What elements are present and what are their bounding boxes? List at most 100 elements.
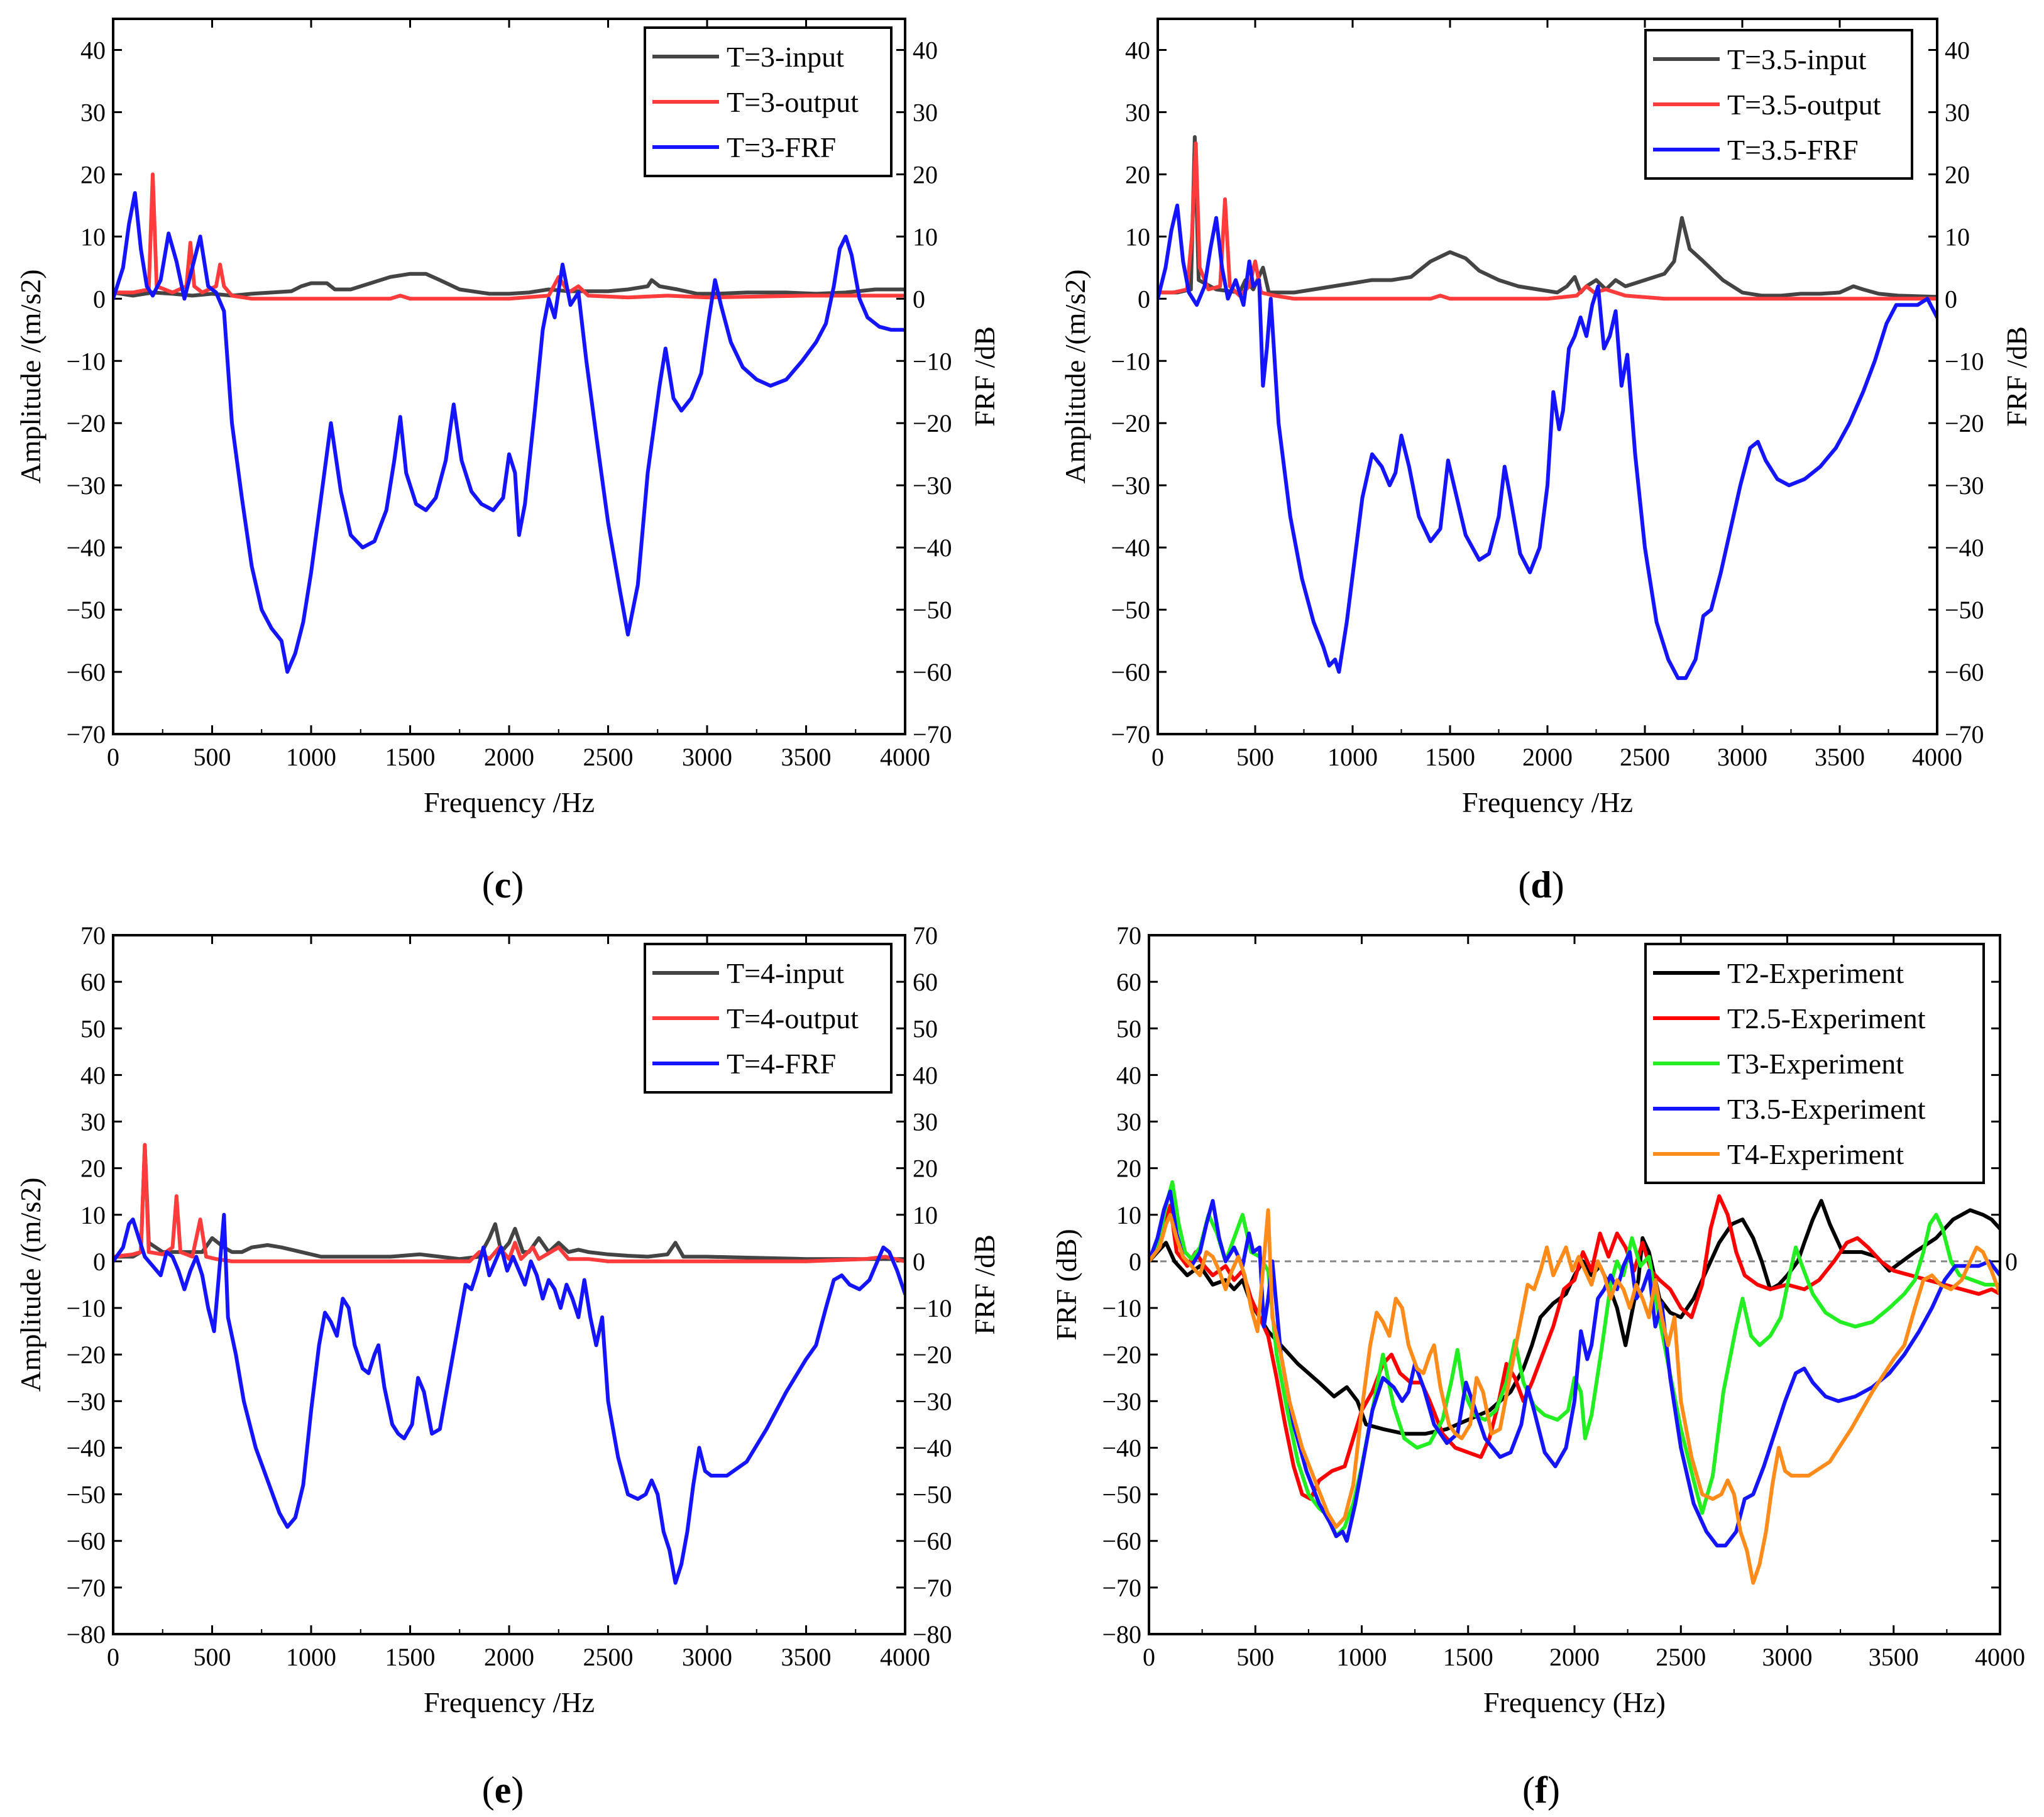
series-line-t-3-5-input <box>1158 135 1937 299</box>
legend-entry: T=4-input <box>727 957 844 989</box>
y2-tick-label: 70 <box>913 921 938 950</box>
y-tick-label: −10 <box>66 1294 106 1322</box>
series-line-t3-5-experiment <box>1149 1189 2000 1548</box>
y2-tick-label: 30 <box>913 1108 938 1136</box>
x-tick-label: 3500 <box>781 743 832 771</box>
x-tick-label: 2500 <box>1620 743 1670 771</box>
series-line-t-4-input <box>113 1143 905 1261</box>
x-tick-label: 1500 <box>1443 1643 1493 1671</box>
series-line-t-4-frf <box>113 1212 905 1585</box>
y-tick-label: 10 <box>80 222 106 251</box>
x-tick-label: 1000 <box>1327 743 1378 771</box>
plot-frame <box>1157 18 1938 735</box>
y2-tick-label: 20 <box>1945 160 1970 189</box>
y2-tick-label: −60 <box>913 1527 952 1556</box>
x-tick-label: 2000 <box>1549 1643 1600 1671</box>
x-tick-label: 2500 <box>1656 1643 1706 1671</box>
y2-axis-label: FRF /dB <box>2001 326 2033 427</box>
legend-entry: T=4-output <box>727 1002 859 1035</box>
y-tick-label: −20 <box>66 1341 106 1369</box>
y-tick-label: −40 <box>1111 534 1150 562</box>
y2-tick-label: −80 <box>913 1620 952 1649</box>
x-tick-label: 2000 <box>1522 743 1573 771</box>
y-tick-label: −40 <box>66 534 106 562</box>
plot-frame <box>112 934 906 1635</box>
y2-tick-label: −20 <box>913 409 952 437</box>
x-tick-label: 1000 <box>1337 1643 1387 1671</box>
y2-tick-label: −40 <box>1945 534 1984 562</box>
plot-frame <box>112 18 906 735</box>
y2-tick-label: 0 <box>913 285 925 313</box>
panel-label: (e) <box>482 1769 524 1811</box>
y2-tick-label: −70 <box>1945 720 1984 749</box>
y-tick-label: −30 <box>1111 471 1150 500</box>
y-tick-label: 20 <box>80 160 106 189</box>
x-tick-label: 2500 <box>583 1643 634 1671</box>
y-tick-label: 30 <box>1116 1108 1141 1136</box>
series-line-t-3-frf <box>113 191 905 674</box>
chart-panel-f: 00 500 1000 1500 2000 2500 3000 3500 4000−80−70−… <box>1050 921 2025 1811</box>
legend-entry: T=4-FRF <box>727 1048 836 1080</box>
y-tick-label: −30 <box>66 471 106 500</box>
y2-tick-label: −20 <box>913 1341 952 1369</box>
y-tick-label: −10 <box>1102 1294 1141 1322</box>
y-axis-label: FRF (dB) <box>1050 1229 1082 1341</box>
y-tick-label: −50 <box>1111 596 1150 624</box>
y2-tick-label: 40 <box>913 36 938 64</box>
y2-tick-label: 10 <box>1945 222 1970 251</box>
y2-tick-label: −30 <box>913 1387 952 1415</box>
y2-tick-label: −50 <box>913 596 952 624</box>
y2-tick-label: 0 <box>913 1248 925 1276</box>
y-tick-label: −20 <box>66 409 106 437</box>
x-tick-label: 0 <box>1143 1643 1155 1671</box>
y-axis-label: Amplitude /(m/s2) <box>14 269 47 483</box>
x-tick-label: 1500 <box>385 743 436 771</box>
legend-entry: T=3-FRF <box>727 131 836 163</box>
y2-tick-label: −50 <box>913 1481 952 1509</box>
y2-tick-label: 30 <box>913 98 938 126</box>
y-tick-label: 50 <box>1116 1014 1141 1043</box>
series-line-t4-experiment <box>1149 1208 2000 1585</box>
y-tick-label: 30 <box>1125 98 1150 126</box>
y-tick-label: −50 <box>1102 1481 1141 1509</box>
y-tick-label: 40 <box>1125 36 1150 64</box>
legend-entry: T=3.5-input <box>1727 43 1867 75</box>
x-tick-label: 3500 <box>1815 743 1865 771</box>
y-tick-label: −10 <box>1111 347 1150 375</box>
legend-entry: T4-Experiment <box>1727 1138 1904 1170</box>
chart-panel-c: 0 500 1000 1500 2000 2500 3000 3500 4000−70−60−5… <box>14 18 1001 906</box>
y-tick-label: 40 <box>80 36 106 64</box>
series-line-t-3-5-output <box>1158 141 1937 301</box>
y-tick-label: 20 <box>1125 160 1150 189</box>
y2-tick-label: 40 <box>1945 36 1970 64</box>
x-tick-label: 1000 <box>286 743 336 771</box>
y2-axis-label: FRF /dB <box>969 326 1001 427</box>
y2-tick-label: 40 <box>913 1061 938 1089</box>
x-tick-label: 500 <box>194 743 231 771</box>
x-tick-label: 1500 <box>385 1643 436 1671</box>
y2-tick-label: −70 <box>913 720 952 749</box>
y2-tick-label: −20 <box>1945 409 1984 437</box>
y2-axis-label: FRF /dB <box>969 1234 1001 1335</box>
y-tick-label: −50 <box>66 596 106 624</box>
y2-tick-label: −50 <box>1945 596 1984 624</box>
legend-entry: T=3-input <box>727 41 844 73</box>
y-tick-label: 0 <box>93 285 106 313</box>
y2-tick-label: 30 <box>1945 98 1970 126</box>
y2-tick-label: 50 <box>913 1014 938 1043</box>
y-tick-label: 0 <box>1129 1248 1141 1276</box>
y-tick-label: −70 <box>66 1574 106 1602</box>
panel-label: (d) <box>1518 864 1564 906</box>
x-tick-label: 3500 <box>781 1643 832 1671</box>
x-tick-label: 4000 <box>1975 1643 2025 1671</box>
x-tick-label: 1000 <box>286 1643 336 1671</box>
x-tick-label: 4000 <box>880 743 930 771</box>
x-tick-label: 2000 <box>484 1643 534 1671</box>
y-tick-label: 10 <box>80 1201 106 1229</box>
x-tick-label: 0 <box>1151 743 1164 771</box>
x-tick-label: 500 <box>1236 743 1274 771</box>
y-tick-label: 60 <box>80 968 106 996</box>
y2-tick-label: 0 <box>1945 285 1957 313</box>
y2-tick-label: −60 <box>913 658 952 686</box>
y-axis-label: Amplitude /(m/s2) <box>1059 269 1091 483</box>
